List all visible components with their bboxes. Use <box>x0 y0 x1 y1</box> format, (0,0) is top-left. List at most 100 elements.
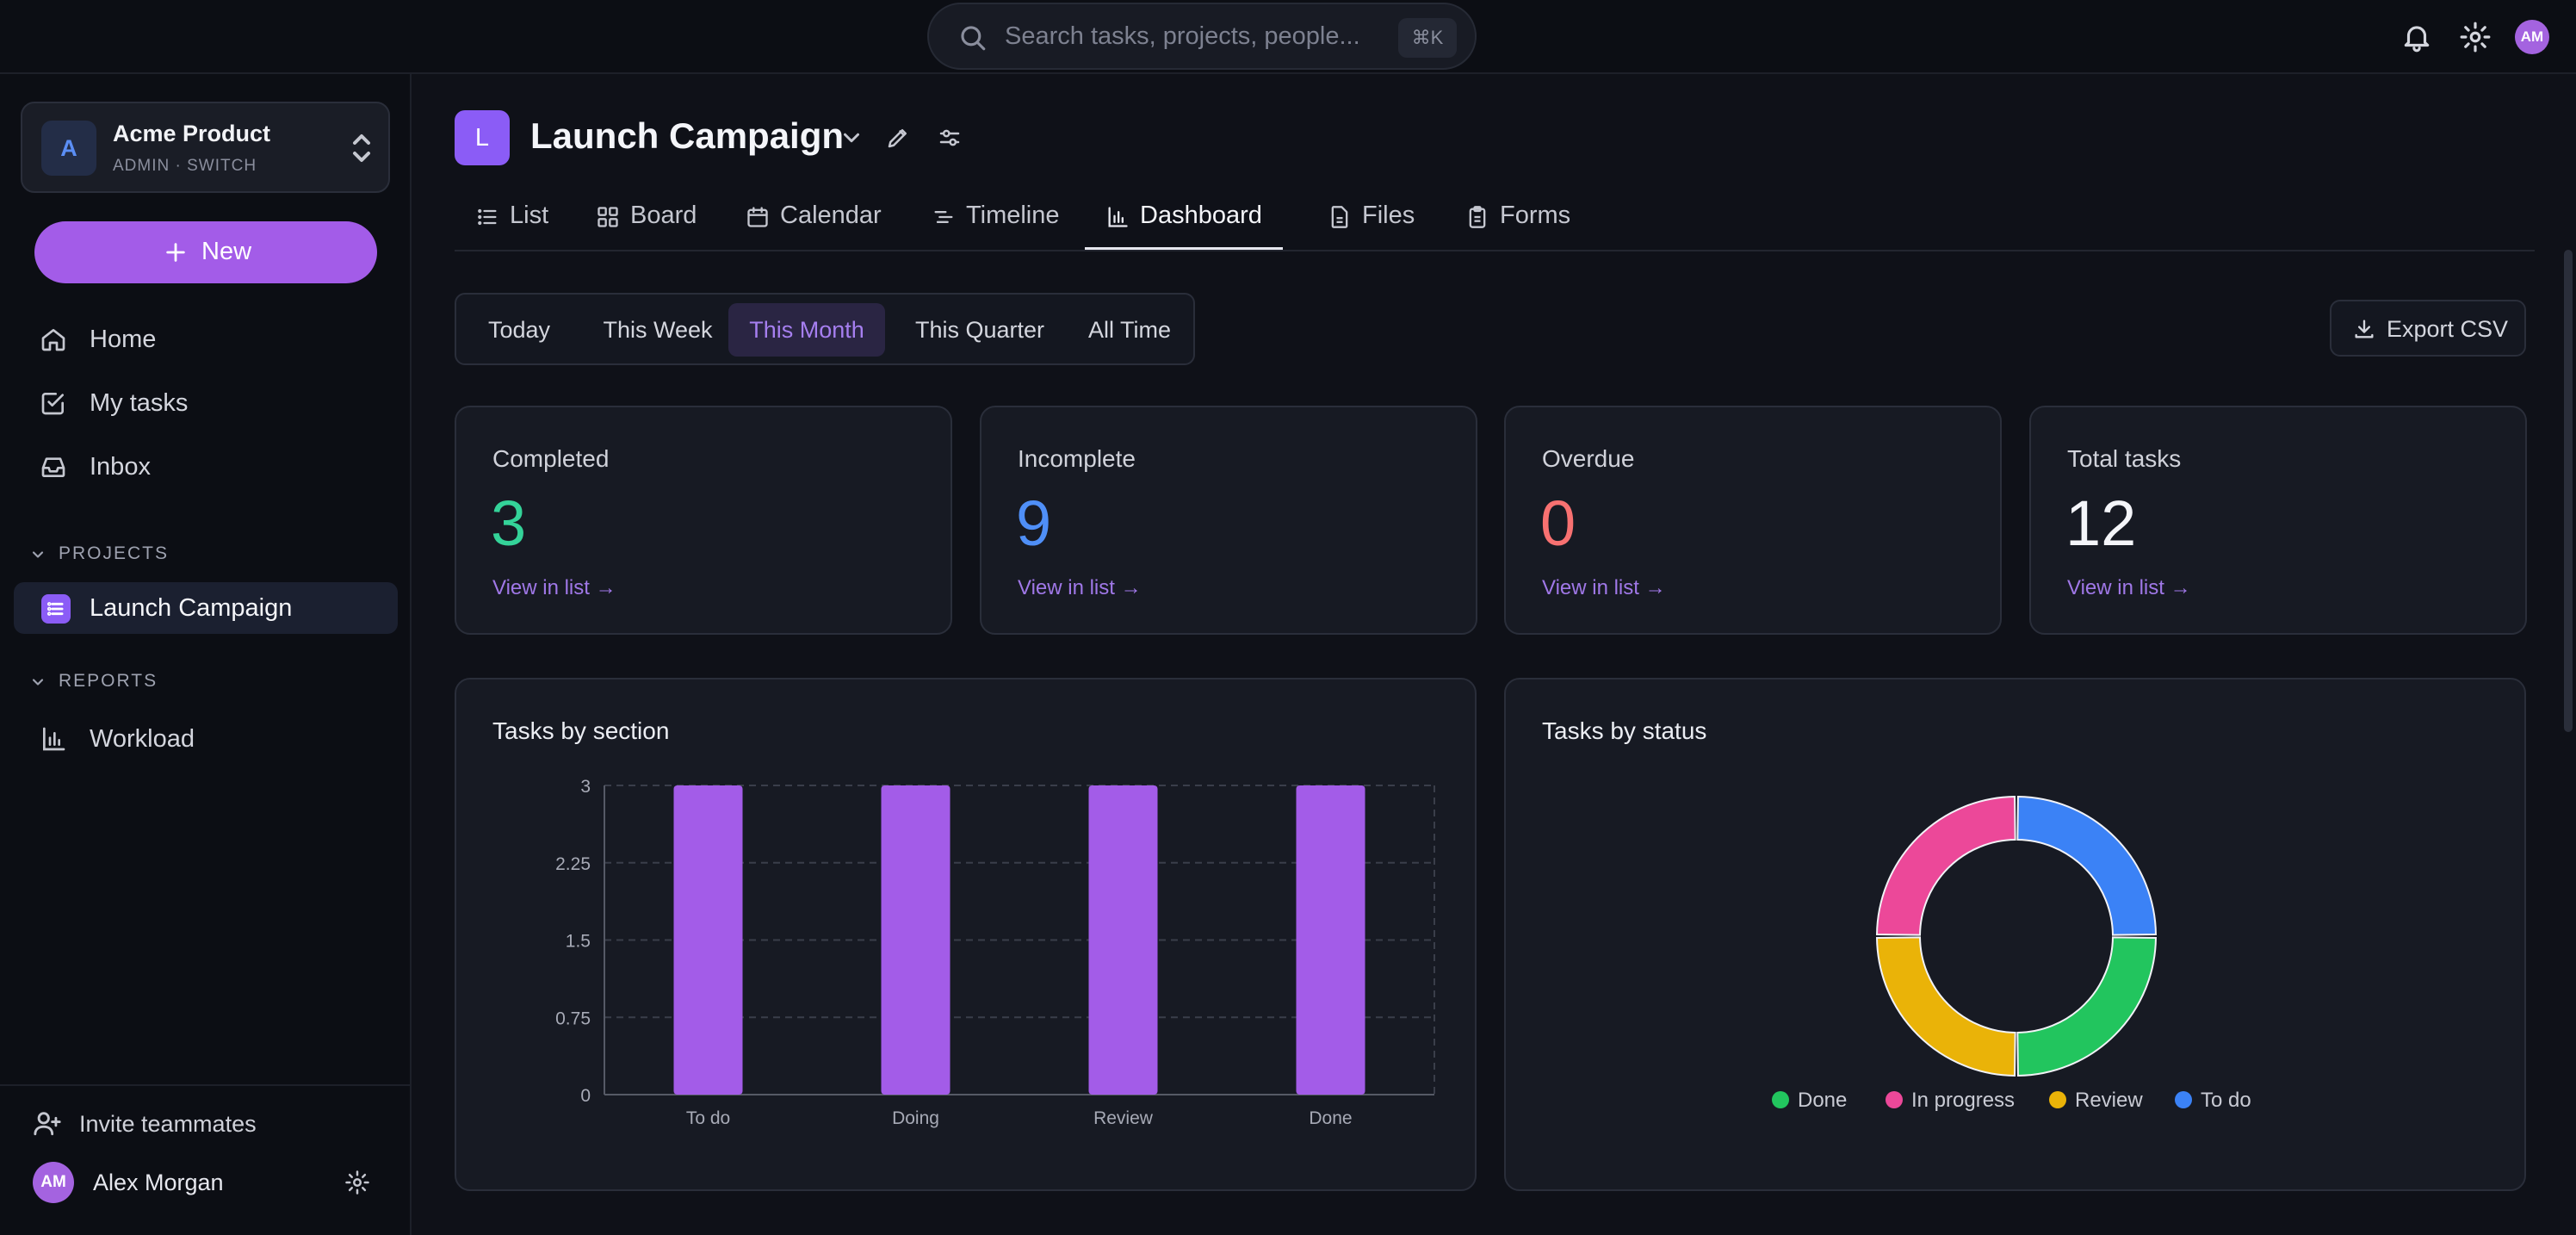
y-tick-label: 0.75 <box>555 1008 591 1028</box>
tab-list[interactable]: List <box>455 196 549 250</box>
bar-chart-icon <box>1108 207 1128 227</box>
nav-item-inbox[interactable]: Inbox <box>14 441 398 493</box>
view-in-list-link[interactable]: View in list → <box>492 576 616 599</box>
donut-slice[interactable] <box>1875 936 2016 1077</box>
sliders-icon[interactable] <box>937 125 963 151</box>
bar-chart: 0 0.75 1.5 2.25 3 To do Doing Review Done <box>555 777 1435 1128</box>
legend-swatch <box>1772 1091 1789 1108</box>
tab-label: Board <box>630 202 697 229</box>
gear-icon[interactable] <box>2459 21 2492 53</box>
bell-icon[interactable] <box>2400 21 2433 53</box>
y-tick-label: 1.5 <box>566 932 591 952</box>
tab-forms[interactable]: Forms <box>1445 196 1574 250</box>
search-input[interactable]: Search tasks, projects, people... <box>1005 22 1360 50</box>
footer-avatar[interactable]: AM <box>33 1162 74 1203</box>
export-csv-button[interactable]: Export CSV <box>2330 300 2526 357</box>
chart-title: Tasks by status <box>1542 717 1707 744</box>
range-this-week[interactable]: This Week <box>603 317 713 343</box>
legend-label: Review <box>2075 1089 2143 1112</box>
view-in-list-link[interactable]: View in list → <box>1542 576 1666 599</box>
tab-timeline[interactable]: Timeline <box>911 196 1078 250</box>
tab-label: Timeline <box>966 202 1060 229</box>
range-this-quarter[interactable]: This Quarter <box>914 317 1045 343</box>
tasks-by-section-panel: Tasks by section 0 0.75 1.5 2.25 3 To do Doing… <box>455 678 1477 1191</box>
range-this-month[interactable]: This Month <box>728 303 885 357</box>
pencil-icon[interactable] <box>885 125 911 151</box>
bar[interactable] <box>1088 785 1158 1095</box>
chevron-down-icon <box>32 551 44 558</box>
page-title: Launch Campaign <box>530 115 845 156</box>
nav-item-my-tasks[interactable]: My tasks <box>14 377 398 429</box>
donut-slice[interactable] <box>2016 795 2158 936</box>
plus-icon <box>166 243 185 262</box>
tab-files[interactable]: Files <box>1307 196 1422 250</box>
workspace-logo: A <box>41 121 96 176</box>
nav-item-label: My tasks <box>90 389 189 417</box>
view-in-list-link[interactable]: View in list → <box>2067 576 2191 599</box>
tab-label: Files <box>1362 202 1415 229</box>
nav-item-home[interactable]: Home <box>14 313 398 365</box>
bar-chart-icon <box>43 727 65 751</box>
settings-icon[interactable] <box>344 1170 370 1195</box>
chevron-up-down-icon <box>353 134 370 162</box>
donut-chart: Done In progress Review To do <box>1772 795 2251 1112</box>
user-avatar[interactable]: AM <box>2515 20 2549 54</box>
footer-user-name: Alex Morgan <box>93 1170 224 1195</box>
search-icon <box>961 26 986 51</box>
file-icon <box>1331 206 1348 228</box>
list-icon <box>478 208 497 226</box>
view-in-list-link[interactable]: View in list → <box>1018 576 1142 599</box>
export-label: Export CSV <box>2387 316 2509 342</box>
home-icon <box>41 329 65 351</box>
kpi-value: 9 <box>1016 487 1052 559</box>
range-all-time[interactable]: All Time <box>1087 317 1172 343</box>
workspace-switcher[interactable]: A Acme Product ADMIN · SWITCH <box>21 102 390 193</box>
reports-heading: REPORTS <box>59 671 158 691</box>
legend-label: Done <box>1798 1089 1847 1112</box>
x-tick-label: To do <box>686 1108 730 1128</box>
invite-label: Invite teammates <box>79 1111 257 1137</box>
new-button[interactable]: New <box>34 221 377 283</box>
tab-dashboard[interactable]: Dashboard <box>1085 196 1283 250</box>
kpi-value: 3 <box>491 487 527 559</box>
workspace-subtitle: ADMIN · SWITCH <box>113 157 257 175</box>
x-tick-label: Done <box>1309 1108 1352 1128</box>
chevron-down-icon[interactable] <box>839 125 864 151</box>
kpi-label: Completed <box>492 445 610 472</box>
sidebar-item-workload[interactable]: Workload <box>14 713 398 765</box>
top-bar: Search tasks, projects, people... ⌘K AM <box>0 0 2576 74</box>
sidebar-item-launch-campaign[interactable]: Launch Campaign <box>14 582 398 634</box>
view-tabs: List Board Calendar Timeline Dashboard F… <box>455 196 2535 251</box>
tab-calendar[interactable]: Calendar <box>725 196 889 250</box>
legend-swatch <box>2049 1091 2066 1108</box>
bar[interactable] <box>881 785 951 1095</box>
kpi-card-total-tasks: Total tasks 12 View in list → <box>2029 406 2527 635</box>
report-label: Workload <box>90 725 195 753</box>
sidebar-divider <box>0 1084 410 1086</box>
clipboard-icon <box>1469 206 1486 228</box>
kpi-label: Total tasks <box>2067 445 2182 472</box>
user-plus-icon <box>34 1112 61 1136</box>
tab-label: Calendar <box>780 202 882 229</box>
search-shortcut-badge: ⌘K <box>1398 18 1457 58</box>
donut-slice[interactable] <box>2016 936 2158 1077</box>
calendar-icon <box>747 207 768 227</box>
project-list-icon <box>41 594 71 624</box>
nav-item-label: Home <box>90 326 157 353</box>
scrollbar-thumb[interactable] <box>2564 250 2573 732</box>
bar[interactable] <box>673 785 743 1095</box>
project-label: Launch Campaign <box>90 594 293 622</box>
timeline-icon <box>934 211 953 223</box>
tab-board[interactable]: Board <box>575 196 704 250</box>
range-today[interactable]: Today <box>487 317 551 343</box>
x-tick-label: Review <box>1093 1108 1154 1128</box>
chart-title: Tasks by section <box>492 717 670 744</box>
search-bar[interactable]: Search tasks, projects, people... ⌘K <box>927 3 1477 70</box>
kpi-card-completed: Completed 3 View in list → <box>455 406 952 635</box>
kpi-value: 0 <box>1540 487 1576 559</box>
chevron-down-icon <box>32 679 44 686</box>
bar[interactable] <box>1296 785 1365 1095</box>
donut-slice[interactable] <box>1875 795 2016 936</box>
new-button-label: New <box>201 238 252 265</box>
kpi-value: 12 <box>2065 487 2137 559</box>
